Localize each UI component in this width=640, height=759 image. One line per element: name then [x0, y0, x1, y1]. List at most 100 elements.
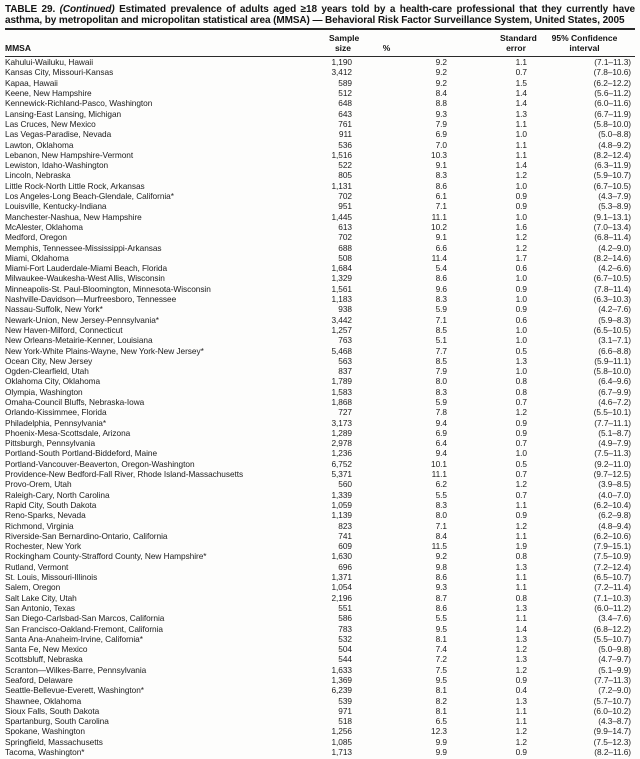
mmsa-name-cell: New Haven-Milford, Connecticut — [5, 324, 123, 335]
standard-error-cell: 1.2 — [515, 726, 527, 737]
percent-cell: 9.2 — [435, 551, 447, 562]
sample-size-cell: 6,752 — [331, 458, 352, 469]
percent-cell: 6.9 — [435, 427, 447, 438]
mmsa-name-cell: Tacoma, Washington* — [5, 747, 85, 758]
sample-size-cell: 938 — [338, 304, 352, 315]
sample-size-cell: 1,257 — [331, 324, 352, 335]
percent-cell: 9.2 — [435, 67, 447, 78]
percent-cell: 5.5 — [435, 489, 447, 500]
mmsa-name-cell: Providence-New Bedford-Fall River, Rhode… — [5, 469, 244, 480]
sample-size-cell: 536 — [338, 139, 352, 150]
sample-size-cell: 2,196 — [331, 592, 352, 603]
percent-cell: 9.2 — [435, 77, 447, 88]
percent-cell: 8.3 — [435, 499, 447, 510]
mmsa-name-cell: Omaha-Council Bluffs, Nebraska-Iowa — [5, 396, 145, 407]
percent-cell: 7.9 — [435, 118, 447, 129]
mmsa-name-cell: Raleigh-Cary, North Carolina — [5, 489, 110, 500]
mmsa-name-cell: Newark-Union, New Jersey-Pennsylvania* — [5, 314, 159, 325]
sample-size-cell: 5,468 — [331, 345, 352, 356]
standard-error-cell: 0.8 — [515, 376, 527, 387]
standard-error-cell: 0.9 — [515, 283, 527, 294]
standard-error-cell: 1.7 — [515, 252, 527, 263]
confidence-interval-cell: (9.7–12.5) — [593, 469, 631, 480]
table-header: MMSA Sample size % Standard error 95% Co… — [5, 28, 635, 58]
standard-error-cell: 1.3 — [515, 654, 527, 665]
standard-error-cell: 0.5 — [515, 345, 527, 356]
percent-cell: 5.9 — [435, 304, 447, 315]
sample-size-cell: 1,630 — [331, 551, 352, 562]
standard-error-cell: 1.0 — [515, 180, 527, 191]
sample-size-cell: 544 — [338, 654, 352, 665]
sample-size-cell: 761 — [338, 118, 352, 129]
confidence-interval-cell: (8.2–11.6) — [594, 747, 631, 758]
sample-size-cell: 586 — [338, 613, 352, 624]
percent-cell: 6.2 — [435, 479, 447, 490]
sample-size-cell: 837 — [338, 366, 352, 377]
standard-error-cell: 1.1 — [515, 499, 527, 510]
mmsa-name-cell: Reno-Sparks, Nevada — [5, 510, 86, 521]
confidence-interval-cell: (6.2–12.2) — [593, 77, 631, 88]
table-row: Memphis, Tennessee-Mississippi-Arkansas … — [5, 243, 635, 253]
percent-cell: 9.4 — [435, 448, 447, 459]
sample-size-cell: 971 — [338, 705, 352, 716]
standard-error-cell: 1.2 — [515, 170, 527, 181]
standard-error-cell: 0.8 — [515, 386, 527, 397]
mmsa-name-cell: Milwaukee-Waukesha-West Allis, Wisconsin — [5, 273, 165, 284]
column-header-standard-error: Standard error — [460, 28, 537, 58]
sample-size-cell: 609 — [338, 541, 352, 552]
sample-size-cell: 648 — [338, 98, 352, 109]
table-row: Milwaukee-Waukesha-West Allis, Wisconsin… — [5, 273, 635, 283]
table-row: New Haven-Milford, Connecticut 1,257 8.5… — [5, 325, 635, 335]
sample-size-cell: 805 — [338, 170, 352, 181]
confidence-interval-cell: (5.1–8.7) — [598, 427, 631, 438]
percent-cell: 6.9 — [435, 129, 447, 140]
percent-cell: 8.1 — [435, 633, 447, 644]
sample-size-cell: 1,369 — [331, 675, 352, 685]
confidence-interval-cell: (8.2–14.6) — [593, 252, 631, 263]
confidence-interval-cell: (6.5–10.5) — [593, 324, 631, 335]
standard-error-cell: 1.2 — [515, 664, 527, 675]
mmsa-name-cell: Los Angeles-Long Beach-Glendale, Califor… — [5, 191, 174, 202]
mmsa-name-cell: Portland-Vancouver-Beaverton, Oregon-Was… — [5, 458, 195, 469]
sample-size-cell: 1,085 — [331, 736, 352, 747]
standard-error-cell: 1.9 — [515, 541, 527, 552]
percent-cell: 8.0 — [435, 510, 447, 521]
standard-error-cell: 1.2 — [515, 242, 527, 253]
confidence-interval-cell: (7.7–11.1) — [594, 417, 631, 428]
table-row: Pittsburgh, Pennsylvania 2,978 6.4 0.7 (… — [5, 438, 635, 448]
sample-size-cell: 5,371 — [331, 469, 352, 480]
table-row: Sioux Falls, South Dakota 971 8.1 1.1 (6… — [5, 706, 635, 716]
mmsa-name-cell: Ocean City, New Jersey — [5, 355, 93, 366]
percent-cell: 7.1 — [435, 201, 447, 212]
percent-cell: 5.9 — [435, 396, 447, 407]
mmsa-name-cell: Rochester, New York — [5, 541, 82, 552]
percent-cell: 6.6 — [435, 242, 447, 253]
table-row: Seaford, Delaware 1,369 9.5 0.9 (7.7–11.… — [5, 675, 635, 685]
percent-cell: 8.7 — [435, 592, 447, 603]
mmsa-name-cell: Seattle-Bellevue-Everett, Washington* — [5, 685, 144, 696]
sample-size-cell: 823 — [338, 520, 352, 531]
percent-cell: 7.0 — [435, 139, 447, 150]
standard-error-cell: 1.0 — [515, 324, 527, 335]
sample-size-cell: 1,516 — [331, 149, 352, 160]
standard-error-cell: 1.4 — [515, 623, 527, 634]
table-row: Springfield, Massachusetts 1,085 9.9 1.2… — [5, 737, 635, 747]
table-body: Kahului-Wailuku, Hawaii 1,190 9.2 1.1 (7… — [5, 57, 635, 758]
mmsa-name-cell: McAlester, Oklahoma — [5, 221, 83, 232]
percent-cell: 10.3 — [431, 149, 447, 160]
standard-error-cell: 1.3 — [515, 602, 527, 613]
confidence-interval-cell: (5.8–10.0) — [593, 366, 631, 377]
mmsa-name-cell: Santa Ana-Anaheim-Irvine, California* — [5, 633, 143, 644]
table-row: Kapaa, Hawaii 589 9.2 1.5 (6.2–12.2) — [5, 78, 635, 88]
percent-cell: 8.5 — [435, 324, 447, 335]
sample-size-cell: 741 — [338, 530, 352, 541]
standard-error-cell: 1.1 — [515, 613, 527, 624]
table-row: Nassau-Suffolk, New York* 938 5.9 0.9 (4… — [5, 304, 635, 314]
table-title-text: Estimated prevalence of adults aged ≥18 … — [5, 4, 635, 26]
sample-size-cell: 783 — [338, 623, 352, 634]
standard-error-cell: 0.5 — [515, 458, 527, 469]
confidence-interval-cell: (5.5–10.7) — [593, 633, 631, 644]
mmsa-name-cell: Springfield, Massachusetts — [5, 736, 103, 747]
sample-size-cell: 1,713 — [331, 747, 352, 758]
mmsa-name-cell: Little Rock-North Little Rock, Arkansas — [5, 180, 145, 191]
